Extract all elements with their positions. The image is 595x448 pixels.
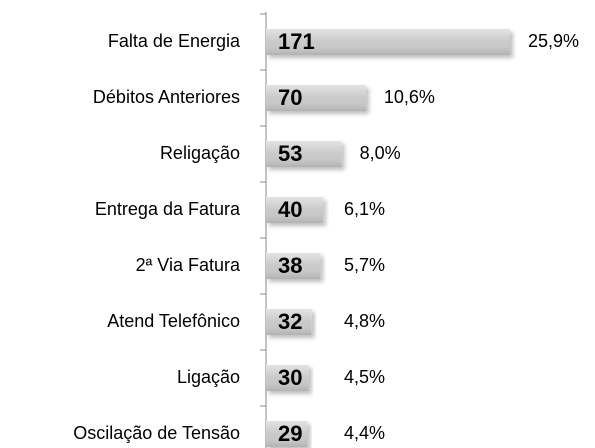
category-label: Atend Telefônico: [107, 311, 240, 331]
bar-gloss: [266, 421, 308, 447]
bar-gloss: [266, 253, 321, 279]
value-label: 70: [278, 85, 302, 110]
category-label: Falta de Energia: [108, 31, 241, 51]
value-label: 32: [278, 309, 302, 334]
category-label: Ligação: [177, 367, 240, 387]
category-label: Débitos Anteriores: [93, 87, 240, 107]
bar-gloss: [266, 29, 510, 55]
bar-gloss: [266, 309, 312, 335]
bar-gloss: [266, 197, 324, 223]
value-label: 40: [278, 197, 302, 222]
share-label: 25,9%: [528, 31, 579, 51]
value-label: 53: [278, 141, 302, 166]
bar-gloss: [266, 365, 309, 391]
category-label: Religação: [160, 143, 240, 163]
category-label: 2ª Via Fatura: [136, 255, 241, 275]
share-label: 8,0%: [360, 143, 401, 163]
value-label: 171: [278, 29, 315, 54]
share-label: 4,5%: [344, 367, 385, 387]
share-label: 5,7%: [344, 255, 385, 275]
value-label: 38: [278, 253, 302, 278]
share-label: 4,8%: [344, 311, 385, 331]
value-label: 30: [278, 365, 302, 390]
category-label: Oscilação de Tensão: [73, 423, 240, 443]
bar-gloss: [266, 85, 366, 111]
share-label: 4,4%: [344, 423, 385, 443]
share-label: 6,1%: [344, 199, 385, 219]
value-label: 29: [278, 421, 302, 446]
share-label: 10,6%: [384, 87, 435, 107]
category-label: Entrega da Fatura: [95, 199, 241, 219]
bar-gloss: [266, 141, 342, 167]
